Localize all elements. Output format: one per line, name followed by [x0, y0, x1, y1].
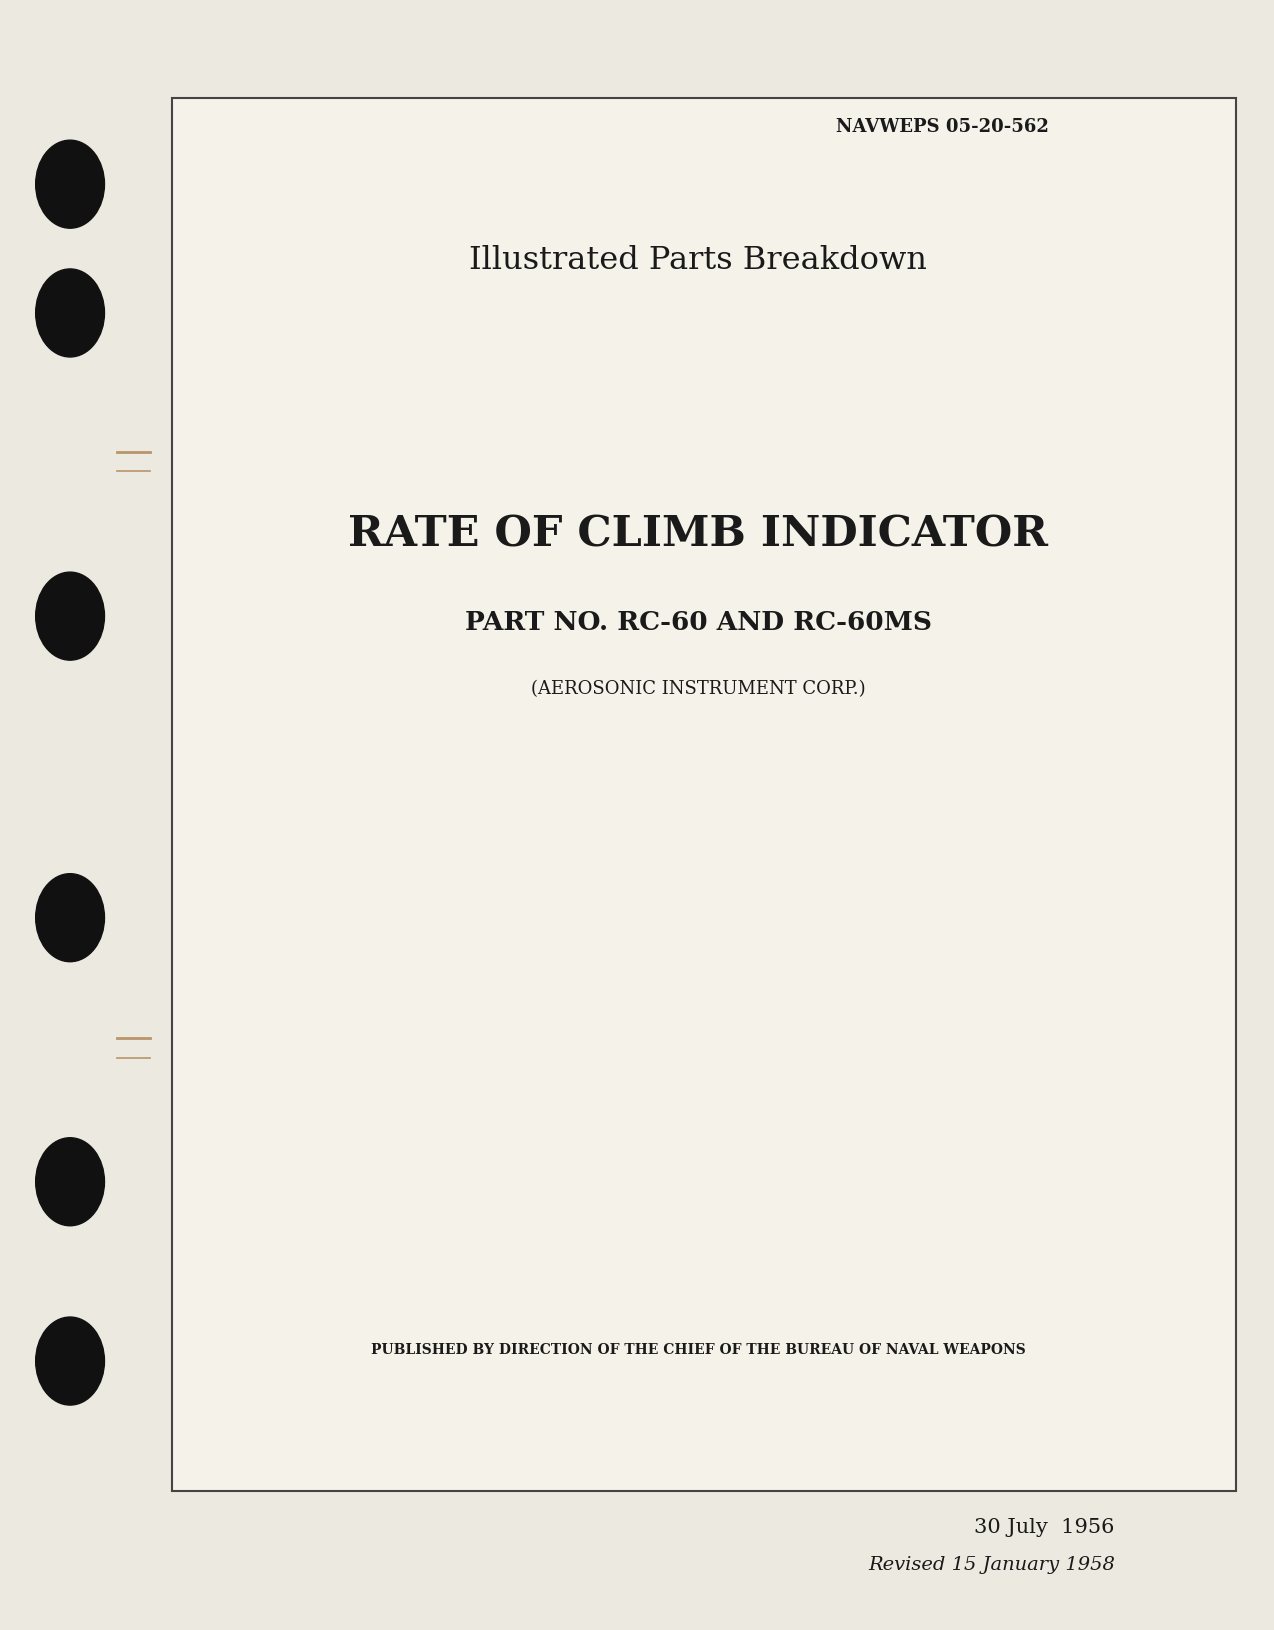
Text: Illustrated Parts Breakdown: Illustrated Parts Breakdown [469, 244, 927, 277]
Text: NAVWEPS 05-20-562: NAVWEPS 05-20-562 [836, 117, 1050, 137]
Text: PART NO. RC-60 AND RC-60MS: PART NO. RC-60 AND RC-60MS [465, 610, 931, 636]
Text: Revised 15 January 1958: Revised 15 January 1958 [868, 1555, 1115, 1575]
Circle shape [36, 269, 104, 357]
Circle shape [36, 572, 104, 660]
FancyBboxPatch shape [172, 98, 1236, 1491]
Circle shape [36, 1317, 104, 1405]
Text: (AEROSONIC INSTRUMENT CORP.): (AEROSONIC INSTRUMENT CORP.) [531, 680, 865, 699]
Text: PUBLISHED BY DIRECTION OF THE CHIEF OF THE BUREAU OF NAVAL WEAPONS: PUBLISHED BY DIRECTION OF THE CHIEF OF T… [371, 1343, 1026, 1356]
Text: RATE OF CLIMB INDICATOR: RATE OF CLIMB INDICATOR [348, 513, 1049, 556]
Circle shape [36, 1138, 104, 1226]
Circle shape [36, 140, 104, 228]
Circle shape [36, 874, 104, 962]
Text: 30 July  1956: 30 July 1956 [975, 1518, 1115, 1537]
